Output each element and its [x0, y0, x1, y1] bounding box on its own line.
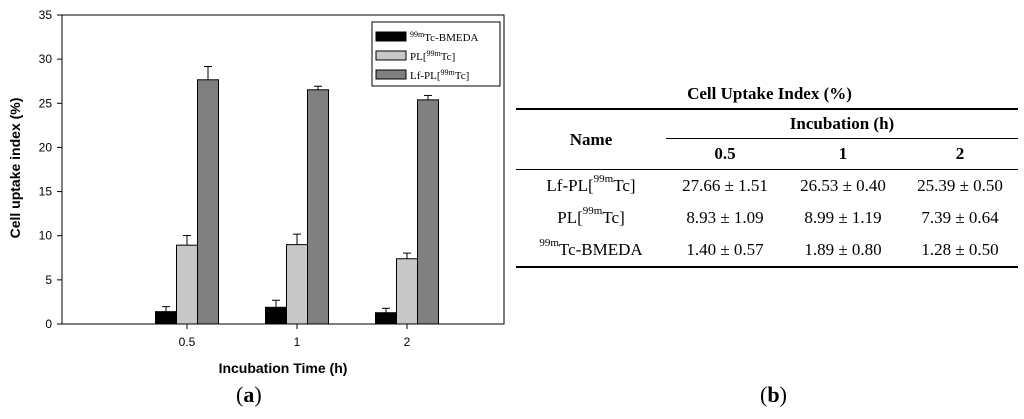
- bar: [155, 311, 177, 325]
- table-cell: 1.28 ± 0.50: [902, 234, 1018, 268]
- x-tick-label: 2: [404, 335, 411, 349]
- col-header: 2: [902, 138, 1018, 170]
- x-axis-label: Incubation Time (h): [219, 360, 348, 376]
- bar: [396, 258, 418, 325]
- table-title: Cell Uptake Index (%): [687, 84, 852, 103]
- incubation-header: Incubation (h): [666, 108, 1018, 139]
- table-cell: 8.99 ± 1.19: [804, 208, 882, 227]
- table-cell: 25.39 ± 0.50: [917, 176, 1003, 195]
- y-axis-label: Cell uptake index (%): [7, 98, 23, 239]
- name-header: Name: [516, 108, 666, 170]
- table-cell: 7.39 ± 0.64: [921, 208, 999, 227]
- table-row: PL[99mTc] 8.93 ± 1.09 8.99 ± 1.19 7.39 ±…: [516, 202, 1018, 234]
- row-name: PL[99mTc]: [557, 205, 625, 227]
- x-tick-label: 0.5: [179, 335, 196, 349]
- y-tick-label: 35: [39, 8, 53, 22]
- bar: [375, 312, 397, 325]
- bar: [417, 99, 439, 325]
- bar: [197, 79, 219, 325]
- bar: [307, 89, 329, 325]
- row-name: Lf-PL[99mTc]: [546, 173, 636, 195]
- x-tick-label: 1: [294, 335, 301, 349]
- y-tick-label: 30: [39, 52, 53, 66]
- panel-label-a: (a): [236, 382, 262, 407]
- table-cell: 1.89 ± 0.80: [784, 234, 902, 268]
- table-cell: 26.53 ± 0.40: [800, 176, 886, 195]
- legend-label: Lf-PL[99mTc]: [410, 68, 469, 82]
- table-row: 99mTc-BMEDA 1.40 ± 0.57 1.89 ± 0.80 1.28…: [516, 234, 1018, 268]
- panel-label-b: (b): [760, 382, 787, 407]
- bar-chart: 0 5 10 15 20 25 30 35 0.5 1 2 99mTc-BMEDA PL[99mTc] L…: [7, 8, 505, 376]
- legend-swatch: [375, 31, 407, 42]
- bar: [286, 244, 308, 325]
- y-tick-label: 15: [39, 185, 53, 199]
- y-tick-label: 0: [45, 317, 52, 331]
- y-tick-label: 5: [45, 273, 52, 287]
- table-row: Lf-PL[99mTc] 27.66 ± 1.51 26.53 ± 0.40 2…: [516, 170, 1018, 203]
- legend-label: PL[99mTc]: [410, 49, 455, 63]
- uptake-table: Name Incubation (h) 0.5 1 2 Lf-PL[99mTc]…: [516, 108, 1018, 268]
- legend-swatch: [375, 50, 407, 61]
- bar: [265, 306, 287, 325]
- col-header: 1: [784, 138, 902, 170]
- table-cell: 27.66 ± 1.51: [682, 176, 768, 195]
- legend-swatch: [375, 69, 407, 80]
- row-name: 99mTc-BMEDA: [516, 234, 666, 268]
- y-tick-label: 10: [39, 229, 53, 243]
- col-header: 0.5: [666, 138, 784, 170]
- y-tick-label: 20: [39, 140, 53, 154]
- table-cell: 8.93 ± 1.09: [686, 208, 764, 227]
- y-tick-label: 25: [39, 96, 53, 110]
- table-cell: 1.40 ± 0.57: [666, 234, 784, 268]
- legend-label: 99mTc-BMEDA: [410, 30, 479, 44]
- bar: [176, 244, 198, 325]
